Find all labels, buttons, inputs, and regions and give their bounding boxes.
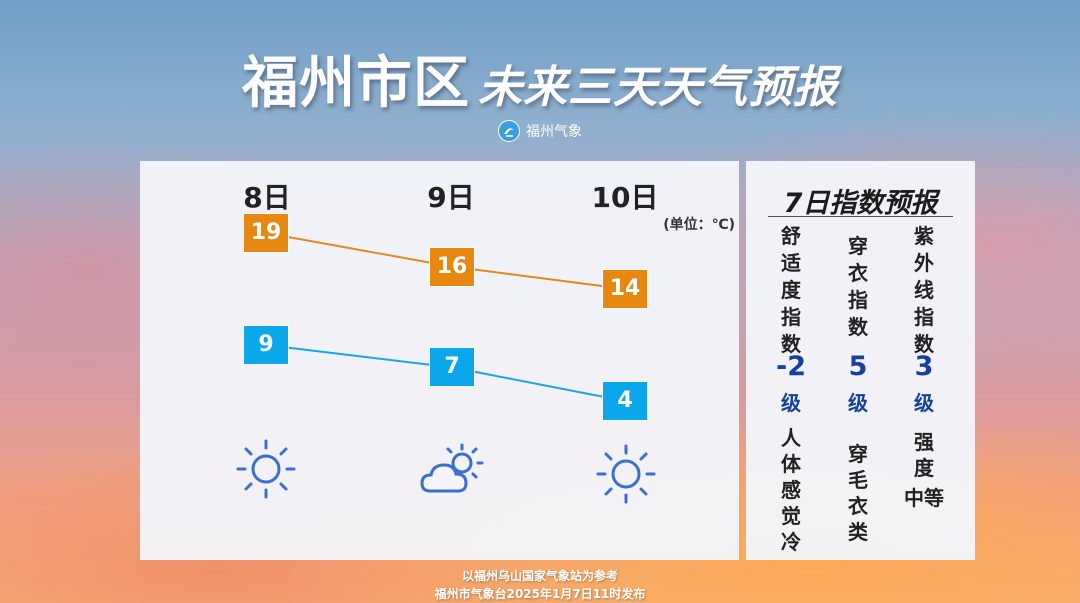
sun-icon bbox=[594, 442, 658, 510]
fuzhou-weather-logo-icon bbox=[498, 120, 520, 142]
page-title: 福州市区 未来三天天气预报 bbox=[0, 38, 1080, 119]
comfort-index-name: 舒适度指数 bbox=[781, 224, 801, 356]
low-temp-day2: 7 bbox=[429, 347, 475, 388]
day-label-2: 9日 bbox=[427, 181, 475, 214]
title-subtitle: 未来三天天气预报 bbox=[478, 62, 838, 113]
uv-index-desc-line1: 强度 bbox=[914, 430, 934, 480]
comfort-index-desc: 人体感觉冷 bbox=[781, 426, 801, 554]
high-temp-day1: 19 bbox=[243, 213, 289, 253]
title-city: 福州市区 bbox=[242, 51, 470, 116]
low-temp-day3: 4 bbox=[602, 381, 648, 421]
day-label-1: 8日 bbox=[243, 181, 291, 214]
index-panel: 7日指数预报 舒适度指数 -2 级 人体感觉冷 穿衣指数 5 级 穿毛衣类 紫外… bbox=[746, 161, 975, 560]
clothing-index-desc: 穿毛衣类 bbox=[848, 442, 868, 544]
comfort-index-value: -2 bbox=[776, 351, 806, 382]
day-label-3: 10日 bbox=[591, 181, 659, 214]
footer-reference: 以福州乌山国家气象站为参考 bbox=[461, 569, 618, 583]
uv-index-desc: 强度 中等 bbox=[894, 429, 954, 511]
title-underline bbox=[768, 216, 953, 217]
high-temp-day2: 16 bbox=[429, 246, 475, 287]
high-temp-day3: 14 bbox=[602, 269, 648, 309]
uv-index-level: 级 bbox=[914, 391, 934, 415]
uv-index-desc-line2: 中等 bbox=[904, 486, 944, 510]
low-temp-day1: 9 bbox=[243, 325, 289, 365]
unit-label: (单位：℃) bbox=[663, 217, 735, 233]
brand: 福州气象 bbox=[0, 120, 1080, 142]
partly-cloudy-icon bbox=[416, 441, 490, 505]
uv-index-name: 紫外线指数 bbox=[914, 224, 934, 356]
uv-index-value: 3 bbox=[914, 351, 934, 382]
forecast-panel: 8日 9日 10日 (单位：℃) 19 16 14 9 7 4 bbox=[140, 161, 739, 560]
clothing-index-level: 级 bbox=[848, 391, 868, 415]
comfort-index-level: 级 bbox=[781, 391, 801, 415]
clothing-index-name: 穿衣指数 bbox=[848, 234, 868, 339]
sun-icon bbox=[234, 437, 298, 505]
footer-issued: 福州市气象台2025年1月7日11时发布 bbox=[434, 587, 646, 601]
clothing-index-value: 5 bbox=[848, 351, 868, 382]
index-panel-title: 7日指数预报 bbox=[783, 188, 938, 219]
brand-name: 福州气象 bbox=[526, 124, 582, 140]
